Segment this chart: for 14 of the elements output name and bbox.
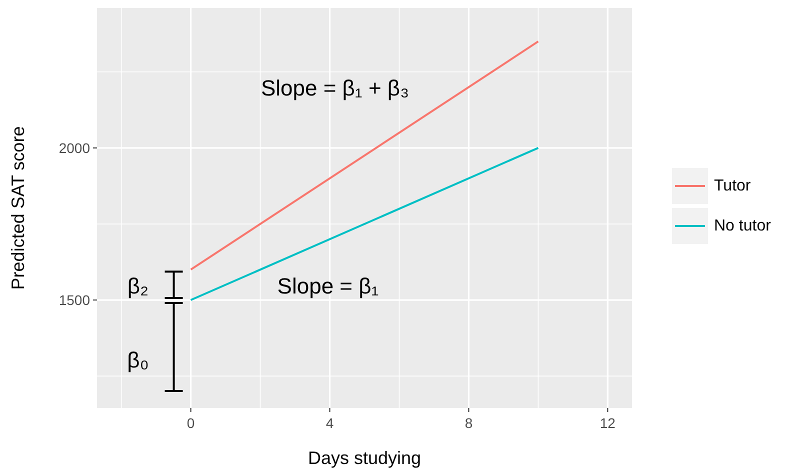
y-tick-label: 2000 [58,140,90,156]
annotation: Slope = β₁ + β₃ [260,76,410,100]
x-tick-label: 8 [464,415,473,431]
legend-label: Tutor [714,178,752,194]
y-tick-label: 1500 [58,292,90,308]
annotation: β₀ [127,348,149,372]
x-axis-title: Days studying [308,448,422,468]
x-tick-label: 4 [326,415,334,431]
annotation: β₂ [127,274,149,298]
y-axis-title: Predicted SAT score [8,126,28,290]
x-tick-label: 0 [186,415,195,431]
annotation: Slope = β₁ [277,274,379,298]
legend-label: No tutor [714,218,772,234]
x-tick-label: 12 [600,415,616,431]
